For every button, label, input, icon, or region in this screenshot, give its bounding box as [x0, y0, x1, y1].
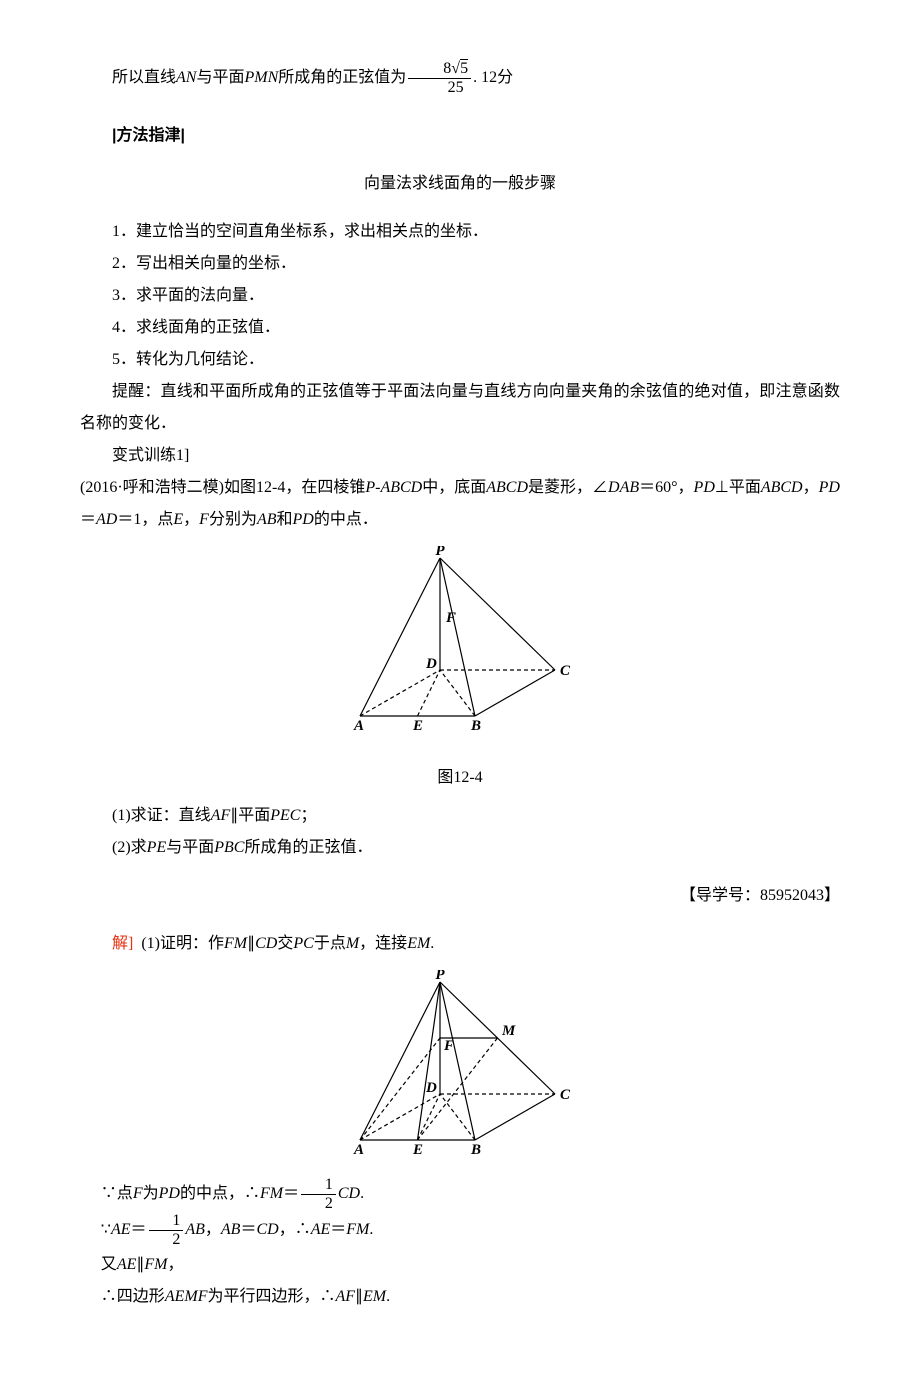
- label-D: D: [425, 1080, 437, 1096]
- pyramid-diagram-1: P A E B C D F: [340, 546, 580, 734]
- label-P: P: [435, 546, 445, 559]
- step-5: 5．转化为几何结论．: [80, 344, 840, 376]
- PMN: PMN: [244, 69, 278, 86]
- method-heading: |方法指津|: [80, 120, 840, 152]
- variant-title: 变式训练1]: [80, 440, 840, 472]
- denominator: 25: [408, 79, 471, 97]
- label-C: C: [560, 1087, 571, 1103]
- label-E: E: [412, 1142, 423, 1158]
- label-F: F: [445, 610, 456, 626]
- proof-step-ae: ∵AE＝12AB，AB＝CD，∴AE＝FM.: [80, 1212, 840, 1248]
- label-A: A: [353, 1142, 364, 1158]
- proof-step-parallel: 又AE∥FM，: [80, 1249, 840, 1281]
- figure-caption-1: 图12-4: [80, 762, 840, 794]
- figure-solution: P A E B C D F M: [80, 970, 840, 1170]
- text: . 12分: [473, 69, 513, 86]
- intro-line: 所以直线AN与平面PMN所成角的正弦值为8√525. 12分: [80, 60, 840, 96]
- numerator: 8√5: [408, 60, 471, 79]
- label-F: F: [443, 1038, 454, 1054]
- step-2: 2．写出相关向量的坐标．: [80, 248, 840, 280]
- pyramid-diagram-2: P A E B C D F M: [340, 970, 580, 1158]
- step-1: 1．建立恰当的空间直角坐标系，求出相关点的坐标．: [80, 216, 840, 248]
- AN: AN: [176, 69, 196, 86]
- label-M: M: [501, 1023, 516, 1039]
- label-P: P: [435, 970, 445, 983]
- label-D: D: [425, 656, 437, 672]
- problem-text: (2016·呼和浩特二模)如图12-4，在四棱锥P-ABCD中，底面ABCD是菱…: [80, 472, 840, 536]
- reminder-text: 提醒：直线和平面所成角的正弦值等于平面法向量与直线方向向量夹角的余弦值的绝对值，…: [80, 376, 840, 440]
- guide-number: 【导学号：85952043】: [80, 880, 840, 912]
- figure-12-4: P A E B C D F: [80, 546, 840, 746]
- steps-title: 向量法求线面角的一般步骤: [80, 168, 840, 200]
- label-B: B: [470, 718, 481, 734]
- fraction: 8√525: [406, 60, 473, 96]
- solution-label: 解]: [112, 935, 133, 952]
- label-B: B: [470, 1142, 481, 1158]
- label-C: C: [560, 663, 571, 679]
- question-2: (2)求PE与平面PBC所成角的正弦值．: [80, 832, 840, 864]
- proof-step-f-midpoint: ∵点F为PD的中点，∴FM＝12CD.: [80, 1176, 840, 1212]
- label-E: E: [412, 718, 423, 734]
- question-1: (1)求证：直线AF∥平面PEC；: [80, 800, 840, 832]
- label-A: A: [353, 718, 364, 734]
- solution-line-1: 解] (1)证明：作FM∥CD交PC于点M，连接EM.: [80, 928, 840, 960]
- step-4: 4．求线面角的正弦值．: [80, 312, 840, 344]
- text: 所成角的正弦值为: [278, 69, 406, 86]
- text: 与平面: [196, 69, 244, 86]
- text: 所以直线: [112, 69, 176, 86]
- step-3: 3．求平面的法向量．: [80, 280, 840, 312]
- proof-step-parallelogram: ∴四边形AEMF为平行四边形，∴AF∥EM.: [80, 1281, 840, 1313]
